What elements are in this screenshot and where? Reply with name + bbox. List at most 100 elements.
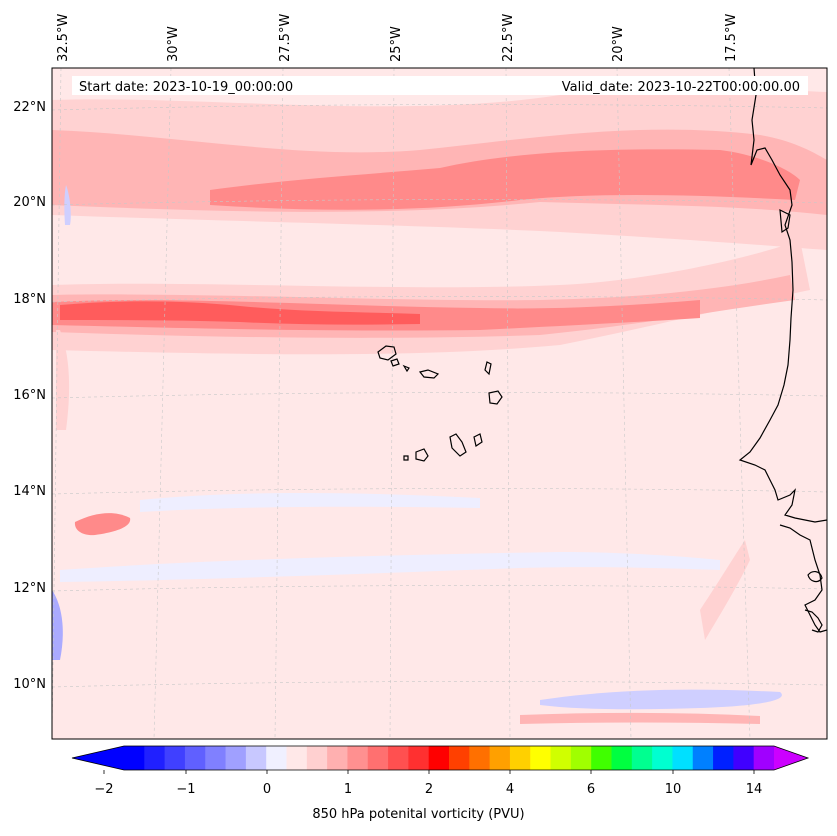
colorbar-tick: −1: [176, 782, 195, 797]
coastline: [377, 68, 827, 633]
map-border: [51, 67, 828, 740]
island-santo-antao: [377, 345, 397, 361]
pv-feature-13n: [74, 513, 131, 536]
colorbar-swatch: [347, 746, 369, 770]
graticule-lon-line: [389, 68, 395, 739]
colorbar-tick: 6: [587, 782, 595, 797]
colorbar-tick: 14: [746, 782, 763, 797]
lon-label: 32.5°W: [56, 14, 71, 62]
colorbar-swatch: [124, 746, 145, 770]
graticule-lon-line: [153, 68, 172, 739]
island-sao-vicente: [390, 358, 400, 367]
pv-west-strip: [56, 330, 70, 430]
colorbar-swatch: [570, 746, 592, 770]
colorbar-tick: −2: [94, 782, 113, 797]
colorbar-swatch: [306, 746, 328, 770]
graticule-lat-line: [52, 296, 827, 303]
colorbar-swatch: [327, 746, 348, 770]
africa-coast-south: [779, 524, 827, 633]
pv-streak-south: [520, 712, 760, 724]
pv-negative-north-west: [64, 185, 71, 225]
graticule-lon-line: [274, 68, 284, 739]
colorbar-swatch: [388, 746, 409, 770]
graticule-lon-line: [728, 68, 751, 739]
graticule-lat-line: [52, 488, 827, 495]
pv-negative-west-lower: [52, 590, 63, 660]
colorbar-swatch: [428, 746, 450, 770]
start-date-label: Start date: 2023-10-19_00:00:00: [79, 80, 293, 95]
colorbar-swatch: [550, 746, 572, 770]
graticule-lat-line: [52, 585, 827, 592]
pv-band-north-strong: [210, 149, 800, 210]
graticule-lat-line: [52, 199, 827, 206]
lon-label: 20°W: [611, 26, 626, 62]
pv-negative-south: [540, 689, 782, 710]
colorbar-tick: 1: [344, 782, 352, 797]
lon-label: 27.5°W: [278, 14, 293, 62]
colorbar-under-arrow: [72, 746, 124, 770]
colorbar-swatch: [733, 746, 755, 770]
island-fogo: [415, 448, 429, 462]
colorbar-swatch: [266, 746, 287, 770]
coast-detail-3: [807, 571, 823, 583]
colorbar-swatch: [509, 746, 531, 770]
island-sao-nicolau: [418, 369, 440, 379]
colorbar-swatch: [611, 746, 633, 770]
pv-band-18n-peak: [60, 301, 420, 325]
pv-field: [52, 68, 827, 739]
lat-label: 12°N: [13, 581, 46, 596]
colorbar-outline: [71, 745, 810, 771]
lon-label: 30°W: [166, 26, 181, 62]
colorbar-swatch: [408, 746, 430, 770]
colorbar-swatch: [184, 746, 206, 770]
lat-label: 10°N: [13, 677, 46, 692]
graticule-lat-line: [52, 392, 827, 399]
lat-label: 22°N: [13, 100, 46, 115]
pv-negative-13n: [140, 493, 480, 512]
africa-coast: [738, 68, 827, 523]
colorbar-label: 850 hPa potenital vorticity (PVU): [312, 807, 525, 822]
colorbar-swatch: [652, 746, 673, 770]
pv-streak-east: [700, 540, 750, 640]
graticule-lon-line: [505, 68, 511, 739]
pv-negative-mid: [60, 552, 720, 582]
lat-label: 14°N: [13, 484, 46, 499]
lon-label: 17.5°W: [724, 14, 739, 62]
valid-date-label: Valid_date: 2023-10-22T00:00:00.00: [562, 80, 800, 95]
colorbar-tick: 0: [263, 782, 271, 797]
colorbar-swatch: [367, 746, 389, 770]
graticule: [52, 68, 827, 739]
colorbar-swatch: [245, 746, 267, 770]
colorbar-swatch: [144, 746, 166, 770]
colorbar-swatch: [286, 746, 308, 770]
colorbar-swatch: [530, 746, 552, 770]
island-santa-luzia: [402, 364, 410, 373]
colorbar-swatch: [631, 746, 653, 770]
lon-label: 25°W: [389, 26, 404, 62]
colorbar-swatch: [672, 746, 694, 770]
colorbar-swatch: [753, 746, 775, 770]
island-brava: [403, 455, 409, 461]
lon-label: 22.5°W: [501, 14, 516, 62]
colorbar-swatch: [489, 746, 511, 770]
island-santiago: [449, 433, 467, 457]
colorbar-tick: 2: [425, 782, 433, 797]
info-strip: [72, 76, 808, 95]
colorbar-tick: 10: [665, 782, 682, 797]
colorbar-swatch: [225, 746, 247, 770]
colorbar-swatch: [692, 746, 714, 770]
colorbar-swatch: [591, 746, 612, 770]
colorbar-swatch: [449, 746, 470, 770]
island-boa-vista: [488, 390, 503, 405]
colorbar-swatch: [713, 746, 734, 770]
graticule-lat-line: [52, 104, 827, 111]
colorbar-swatch: [469, 746, 491, 770]
colorbar-ticks: −2 −1 0 1 2 4 6 10 14: [94, 782, 762, 797]
island-maio: [473, 433, 483, 447]
graticule-lat-line: [52, 681, 827, 688]
colorbar-over-arrow: [774, 746, 808, 770]
coast-detail-2: [779, 208, 791, 234]
graticule-lon-line: [52, 68, 62, 739]
colorbar-tick: 4: [506, 782, 514, 797]
